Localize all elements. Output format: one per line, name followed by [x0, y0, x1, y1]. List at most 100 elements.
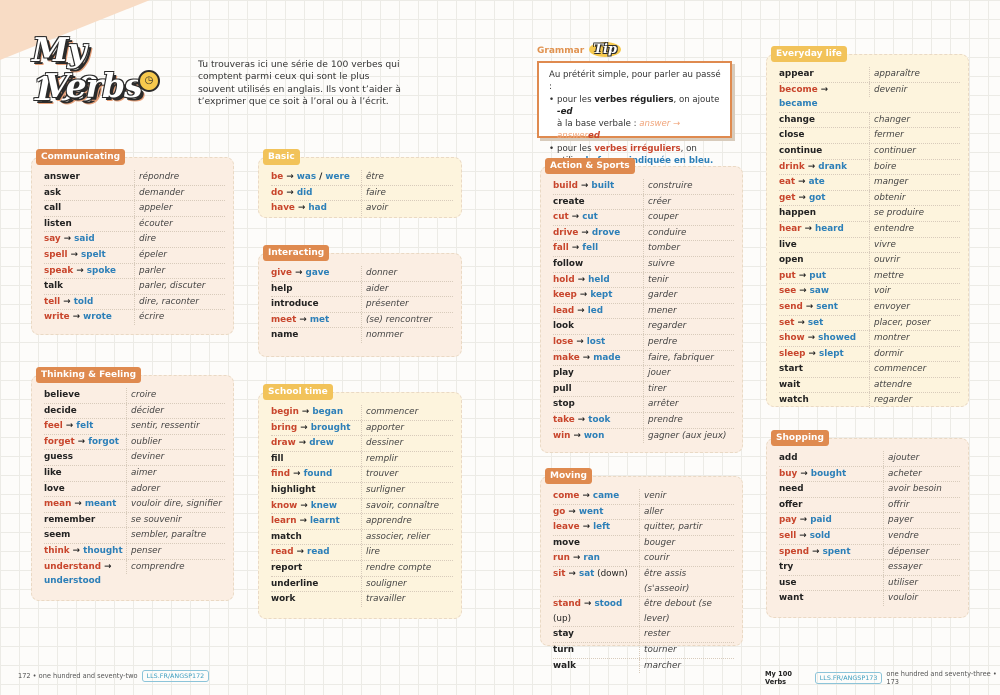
verb-base: write [44, 312, 70, 323]
verb-english: open [779, 253, 869, 268]
verb-row: learn → learnt apprendre [271, 514, 453, 530]
verb-english: tell → told [44, 295, 134, 310]
verb-base: do [271, 187, 284, 198]
arrow-icon: → [101, 561, 112, 572]
verb-english: live [779, 238, 869, 253]
verb-past: sat [578, 568, 595, 579]
logo: My 100 Verbs ◷ [30, 30, 160, 108]
verb-row: run → ran courir [553, 551, 734, 567]
verb-english: hold → held [553, 273, 643, 288]
verb-past: paid [810, 515, 832, 526]
verb-french: montrer [869, 331, 960, 346]
verb-past: kept [590, 290, 613, 301]
verb-english: fill [271, 452, 361, 467]
verb-base: turn [553, 644, 575, 655]
verb-row: come → came venir [553, 489, 734, 505]
verb-past: thought [83, 545, 123, 556]
verb-french: attendre [869, 377, 960, 393]
verb-row: play jouer [553, 366, 734, 382]
verb-base: tell [44, 296, 61, 307]
verb-english: work [271, 592, 361, 607]
verb-english: match [271, 530, 361, 545]
verb-row: create créer [553, 194, 734, 211]
verb-english: write → wrote [44, 310, 134, 325]
link-code-left[interactable]: LLS.FR/ANGSP172 [141, 670, 210, 682]
link-code-right[interactable]: LLS.FR/ANGSP173 [814, 672, 883, 684]
verb-row: guess deviner [44, 450, 225, 466]
verb-row: fall → fell tomber [553, 241, 734, 257]
verb-past: got [808, 192, 826, 203]
page-number-right: one hundred and seventy-three • 173 [886, 670, 997, 686]
verb-past: said [74, 234, 95, 245]
section-title: Thinking & Feeling [36, 367, 142, 383]
verb-row: stop arrêter [553, 397, 734, 413]
verb-french: (se) rencontrer [361, 312, 453, 328]
verb-base: start [779, 364, 803, 375]
verb-english: forget → forgot [44, 435, 126, 450]
arrow-icon: → [576, 290, 591, 301]
verb-french: apparaître [869, 67, 960, 82]
verb-row: meet → met (se) rencontrer [271, 312, 453, 329]
verb-row: believe croire [44, 388, 225, 404]
verb-french: gagner (aux jeux) [643, 428, 734, 444]
verb-french: couper [643, 210, 734, 225]
verb-french: marcher [639, 658, 734, 674]
verb-row: give → gave donner [271, 266, 453, 282]
arrow-icon: → [570, 430, 584, 441]
verb-english: cut → cut [553, 210, 643, 225]
verb-base: open [779, 255, 804, 266]
arrow-icon: → [579, 352, 594, 363]
verb-row: decide décider [44, 403, 225, 420]
verb-french: parler [134, 263, 225, 279]
verb-english: look [553, 319, 643, 334]
verb-english: continue [779, 144, 869, 159]
verb-french: utiliser [883, 575, 960, 591]
verb-french: être [361, 170, 453, 185]
verb-row: turn tourner [553, 642, 734, 659]
verb-row: send → sent envoyer [779, 299, 960, 316]
arrow-icon: → [794, 317, 808, 328]
verb-row: answer répondre [44, 170, 225, 186]
verb-french: surligner [361, 482, 453, 498]
verb-row: bring → brought apporter [271, 420, 453, 437]
verb-french: commencer [869, 362, 960, 377]
arrow-icon: → [73, 265, 87, 276]
verb-row: listen écouter [44, 216, 225, 233]
arrow-icon: → [573, 336, 587, 347]
verb-french: dire [134, 232, 225, 247]
verb-past: did [296, 187, 313, 198]
verb-french: savoir, connaître [361, 498, 453, 514]
verb-english: appear [779, 67, 869, 82]
section-shopping: Shopping add ajouter buy → bought acheter ne… [766, 430, 969, 618]
verb-french: comprendre [126, 559, 225, 575]
verb-past: ran [583, 553, 600, 564]
verb-base: love [44, 483, 65, 494]
verb-french: écrire [134, 310, 225, 325]
arrow-icon: → [802, 301, 817, 312]
verb-row: hold → held tenir [553, 272, 734, 289]
verb-base: work [271, 594, 296, 605]
verb-french: répondre [134, 170, 225, 185]
section-everyday-life: Everyday life appear apparaître become → b… [766, 46, 969, 409]
arrow-icon: → [283, 187, 297, 198]
arrow-icon: → [805, 348, 819, 359]
verb-row: close fermer [779, 128, 960, 144]
verb-row: see → saw voir [779, 284, 960, 300]
verb-french: aider [361, 281, 453, 297]
verb-french: prendre [643, 412, 734, 428]
verb-row: offer offrir [779, 497, 960, 514]
verb-base: lead [553, 305, 575, 316]
verb-french: tirer [643, 381, 734, 397]
verb-english: need [779, 482, 883, 497]
arrow-icon: → [795, 192, 809, 203]
verb-row: report rendre compte [271, 560, 453, 577]
section-moving: Moving come → came venir go → went aller lea… [540, 468, 743, 674]
verb-row: add ajouter [779, 451, 960, 467]
verb-base: continue [779, 145, 823, 156]
verb-past: forgot [88, 436, 119, 447]
verb-french: essayer [883, 560, 960, 575]
verb-english: move [553, 536, 639, 551]
arrow-icon: → [297, 500, 311, 511]
verb-english: become → became [779, 83, 869, 112]
verb-french: épeler [134, 247, 225, 263]
